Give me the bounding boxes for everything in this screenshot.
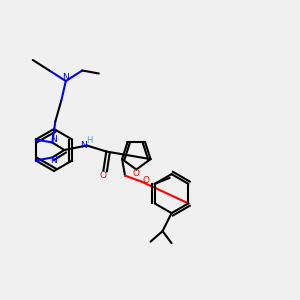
Text: N: N	[80, 141, 87, 150]
Text: N: N	[50, 135, 57, 144]
Text: O: O	[133, 169, 140, 178]
Text: N: N	[62, 74, 69, 82]
Text: N: N	[50, 156, 57, 165]
Text: O: O	[100, 171, 107, 180]
Text: H: H	[86, 136, 92, 145]
Text: O: O	[142, 176, 149, 184]
